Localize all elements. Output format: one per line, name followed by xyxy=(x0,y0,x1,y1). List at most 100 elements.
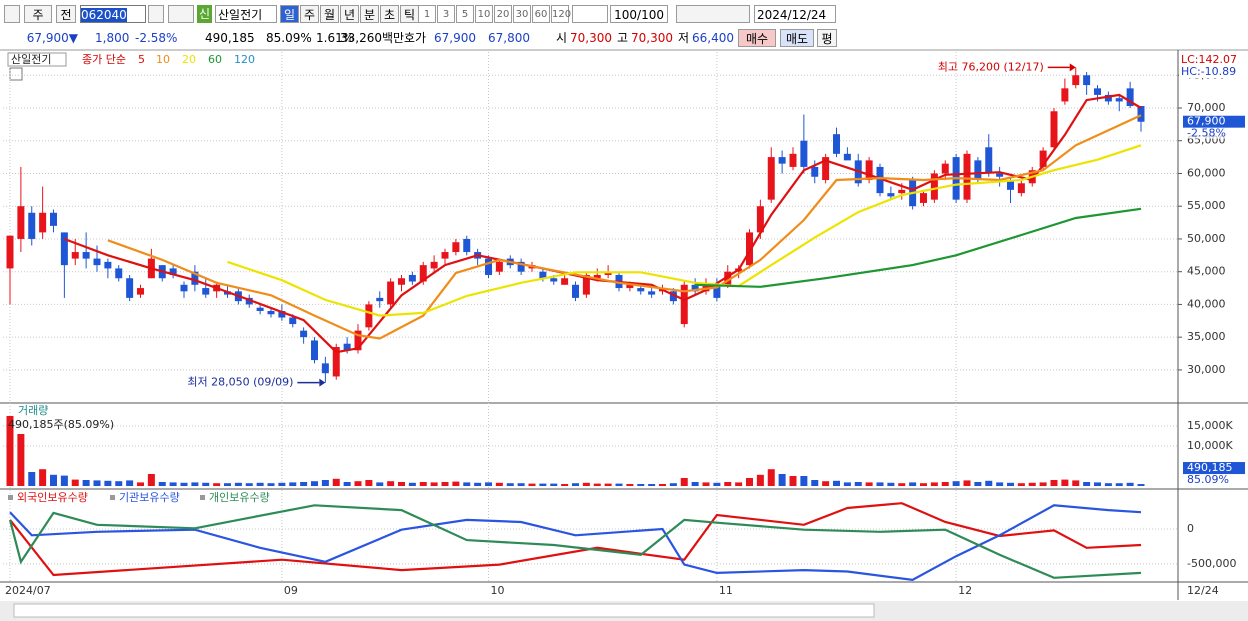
search-button[interactable] xyxy=(148,5,164,23)
y-tick-label: 70,000 xyxy=(1187,101,1226,114)
candle-body xyxy=(332,346,340,377)
interval-button[interactable]: 30 xyxy=(513,5,531,23)
volume-bar xyxy=(1126,482,1134,486)
sell-button[interactable]: 매도 xyxy=(780,29,814,47)
volume-bar xyxy=(71,479,79,486)
stock-name[interactable]: 산일전기 xyxy=(215,5,277,23)
candle-body xyxy=(963,153,971,200)
candle-body xyxy=(604,271,612,275)
volume-bar xyxy=(430,482,438,486)
indicator: LC:142.07 xyxy=(1181,53,1237,66)
candle-body xyxy=(506,258,514,266)
candle-body xyxy=(441,252,449,259)
volume-bar xyxy=(713,482,721,486)
date[interactable]: 2024/12/24 xyxy=(754,5,836,23)
menu-icon[interactable] xyxy=(4,5,20,23)
avg-button[interactable]: 평 xyxy=(817,29,837,47)
count[interactable]: 100/100 xyxy=(610,5,668,23)
holding-line xyxy=(9,502,1142,577)
x-tick-label: 2024/07 xyxy=(5,584,51,597)
period-button[interactable]: 월 xyxy=(320,5,339,23)
legend-swatch xyxy=(200,495,205,500)
y-tick-label: 65,000 xyxy=(1187,134,1226,147)
indicator-bg xyxy=(1179,54,1247,66)
ma-line xyxy=(227,144,1142,317)
candle-body xyxy=(213,284,221,292)
candle-body xyxy=(713,284,721,298)
candle-body xyxy=(289,317,297,325)
dropdown[interactable] xyxy=(572,5,608,23)
volume-bar xyxy=(1007,482,1014,486)
volume-bar xyxy=(593,483,601,486)
volume-bar xyxy=(202,482,210,486)
candle-body xyxy=(822,157,830,181)
buy-button[interactable]: 매수 xyxy=(738,29,776,47)
volume-bar xyxy=(115,481,123,486)
volume: 490,185 xyxy=(205,31,255,45)
sound-button[interactable] xyxy=(168,5,194,23)
grid-icon[interactable] xyxy=(9,67,23,81)
prev-button[interactable]: 전 xyxy=(56,5,76,23)
volume-bar xyxy=(137,482,144,486)
candle-body xyxy=(376,297,384,302)
volume-bar xyxy=(724,482,732,486)
volume-bar xyxy=(474,482,482,486)
candle-body xyxy=(6,235,14,269)
period-button[interactable]: 일 xyxy=(280,5,299,23)
interval-button[interactable]: 5 xyxy=(456,5,474,23)
scroll-track[interactable] xyxy=(13,603,875,618)
volume-bar xyxy=(398,482,405,486)
candle-body xyxy=(648,291,656,295)
period-button[interactable]: 년 xyxy=(340,5,359,23)
amount: 33,260백만 xyxy=(340,31,405,45)
candle-body xyxy=(691,284,699,292)
candle-body xyxy=(746,232,753,266)
x-tick-label: 09 xyxy=(284,584,298,597)
candle-body xyxy=(920,193,927,203)
period-button[interactable]: 분 xyxy=(360,5,379,23)
indicator: HC:-10.89 xyxy=(1181,65,1236,78)
market-select[interactable]: 주 xyxy=(24,5,52,23)
bid: 67,800 xyxy=(488,31,530,45)
interval-button[interactable]: 20 xyxy=(494,5,512,23)
legend-item: 10 xyxy=(156,53,170,66)
candle-body xyxy=(311,340,318,361)
indicator-bg xyxy=(1179,66,1247,78)
candle-body xyxy=(104,261,112,269)
volume-bar xyxy=(376,482,384,486)
interval-button[interactable]: 120 xyxy=(551,5,571,23)
volume-bar xyxy=(833,480,840,486)
volume-bar xyxy=(876,482,884,486)
period-button[interactable]: 초 xyxy=(380,5,399,23)
volume-bar xyxy=(1017,483,1025,486)
period-button[interactable]: 틱 xyxy=(400,5,419,23)
candle-body xyxy=(1017,183,1025,194)
volume-bar xyxy=(702,482,710,486)
code-input[interactable]: 062040 xyxy=(80,5,146,23)
interval-button[interactable]: 1 xyxy=(418,5,436,23)
tool-icons[interactable] xyxy=(676,5,750,23)
candle-body xyxy=(191,271,199,285)
candle-body xyxy=(517,261,525,272)
volume-bar xyxy=(659,484,666,486)
candle-body xyxy=(865,160,873,181)
interval-button[interactable]: 10 xyxy=(475,5,493,23)
volume-bar xyxy=(985,480,993,486)
interval-button[interactable]: 3 xyxy=(437,5,455,23)
volume-bar xyxy=(332,478,340,486)
volume-bar xyxy=(626,484,634,486)
period-button[interactable]: 주 xyxy=(300,5,319,23)
volume-bar xyxy=(1028,482,1036,486)
y-tick-label: 15,000K xyxy=(1187,419,1233,432)
y-tick-label: 50,000 xyxy=(1187,232,1226,245)
badge: 신 xyxy=(197,5,212,23)
candle-body xyxy=(854,160,862,184)
candle-body xyxy=(561,278,569,285)
volume-bar xyxy=(365,480,373,486)
volume-bar xyxy=(300,482,308,486)
candle-body xyxy=(941,163,949,174)
scrollbar[interactable] xyxy=(0,601,1248,621)
volume-bar xyxy=(1072,480,1080,486)
y-tick-label: 0 xyxy=(1187,522,1194,535)
interval-button[interactable]: 60 xyxy=(532,5,550,23)
